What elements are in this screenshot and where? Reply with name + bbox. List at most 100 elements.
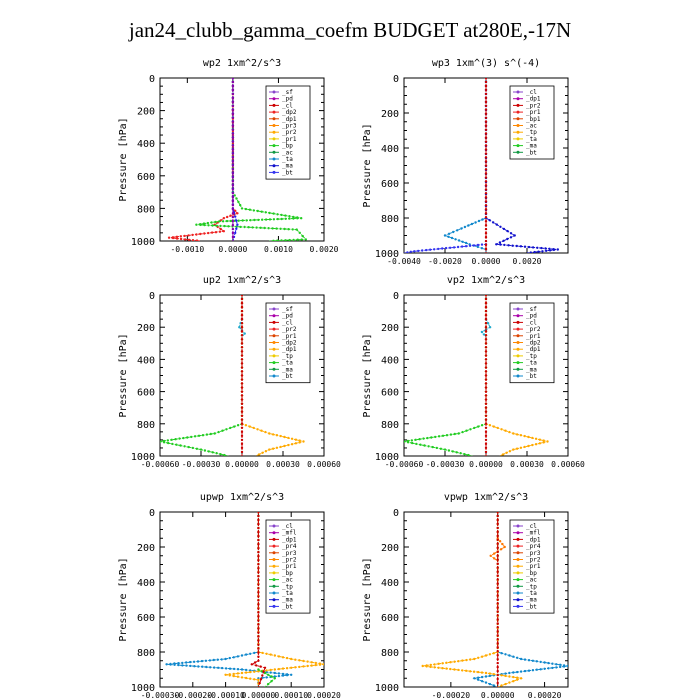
series-point-pd <box>484 378 488 381</box>
series-point-ac <box>236 668 240 671</box>
series-point-ac <box>516 670 519 674</box>
series-point-ac <box>531 659 535 662</box>
series-point-pr3 <box>498 540 502 543</box>
series-point-pr1 <box>288 215 291 218</box>
series-point-pd <box>231 176 235 179</box>
series-point-pd <box>231 219 235 223</box>
series-point-ac <box>189 660 192 664</box>
series-point-dp1 <box>496 646 499 649</box>
series-point-pr1 <box>280 239 283 241</box>
series-point-dp1 <box>257 534 260 538</box>
legend-marker <box>516 361 520 365</box>
series-point-pr2 <box>271 433 275 436</box>
series-point-dp1 <box>484 164 488 167</box>
series-point-tp <box>499 225 502 228</box>
series-point-ac <box>216 658 219 661</box>
legend: _cl_mfl_dp1_pr4_pr3_pr2_pr1_bp_ac_tp_ta_… <box>509 519 555 614</box>
legend-label: _bp1 <box>526 116 541 123</box>
series-point-ac <box>464 241 468 245</box>
series-point-pr1 <box>236 424 240 427</box>
series-point-pd <box>231 120 235 123</box>
series-point-pr2 <box>515 447 519 450</box>
series-point-pr2 <box>257 453 261 456</box>
series-point-pd <box>240 426 244 429</box>
series-point-ac <box>523 669 527 673</box>
series-point-pr1 <box>182 436 185 440</box>
series-point-pd <box>231 184 235 187</box>
series-point-ac <box>531 669 535 672</box>
series-point-ac <box>484 681 488 684</box>
series-point-pr2 <box>277 655 281 658</box>
series-point-pr2 <box>294 438 298 441</box>
y-tick-label: 200 <box>137 543 155 554</box>
series-point-pd <box>231 124 235 127</box>
y-tick-label: 800 <box>381 214 399 225</box>
series-point-pd <box>231 172 235 175</box>
series-point-pd <box>231 156 235 159</box>
legend-marker <box>516 150 520 154</box>
legend-marker <box>272 564 276 568</box>
y-tick-label: 1000 <box>375 249 399 260</box>
series-point-dp1 <box>484 243 488 247</box>
series-point-pd <box>231 227 235 231</box>
series-point-pr1 <box>235 197 238 200</box>
series-point-pd <box>240 297 244 301</box>
series-point-ac <box>454 238 457 241</box>
series-point-pr2 <box>488 424 492 427</box>
legend-label: _sf <box>282 89 293 96</box>
series-point-pd <box>240 366 244 369</box>
series-point-ac <box>535 668 538 671</box>
series-point-pd <box>240 422 244 425</box>
series-point-ac <box>456 229 459 232</box>
series-point-pr2 <box>294 666 297 669</box>
series-point-dp1 <box>191 239 195 241</box>
series-point-pr2 <box>505 451 508 454</box>
series-point-pd <box>240 317 244 321</box>
x-tick-label: 0.00020 <box>307 691 341 700</box>
series-point-dp1 <box>179 235 182 238</box>
series-point-pr1 <box>264 211 267 214</box>
series-point-pr2 <box>492 673 495 676</box>
series-point-pr1 <box>477 425 480 428</box>
series-point-dp1 <box>167 236 171 239</box>
series-point-dp1 <box>484 212 488 215</box>
series-point-pr2 <box>264 450 268 453</box>
series-point-pr1 <box>304 238 307 241</box>
legend-marker <box>272 327 276 331</box>
series-point-pd <box>231 104 235 108</box>
series-point-pr1 <box>268 211 271 215</box>
series-point-ta <box>472 244 476 247</box>
series-point-dp1 <box>484 136 488 139</box>
series-point-pr1 <box>199 448 203 451</box>
series-point-pr2 <box>298 665 301 669</box>
legend-label: _ma <box>282 597 293 604</box>
legend-label: _cl <box>282 523 293 530</box>
series-point-ac <box>185 661 188 664</box>
series-point-ta <box>460 245 464 248</box>
series-point-pd <box>484 450 488 454</box>
series-point-pr1 <box>449 433 453 436</box>
series-point-dp1 <box>484 112 488 116</box>
legend-label: _bp <box>282 570 293 577</box>
series-point-ac <box>477 676 480 679</box>
series-point-pr2 <box>441 667 444 670</box>
legend-marker <box>272 334 276 338</box>
legend-label: _pr1 <box>282 563 297 570</box>
series-point-pr2 <box>294 442 298 445</box>
series-point-pr2 <box>445 667 448 670</box>
legend-marker <box>516 558 520 561</box>
series-point-pd <box>231 144 235 147</box>
x-tick-label: -0.0040 <box>387 257 421 266</box>
series-point-pr1 <box>167 441 170 445</box>
legend-label: _pr2 <box>282 557 297 564</box>
x-tick-label: 0.0020 <box>310 245 339 254</box>
series-point-pr2 <box>500 674 503 677</box>
series-point-ta <box>425 248 428 252</box>
series-point-ac <box>208 659 212 662</box>
series-point-pr1 <box>410 439 413 442</box>
series-point-pr3 <box>489 554 492 557</box>
legend-label: _pr1 <box>282 136 297 143</box>
legend-label: _ta <box>282 156 293 163</box>
series-point-tp <box>486 322 490 325</box>
